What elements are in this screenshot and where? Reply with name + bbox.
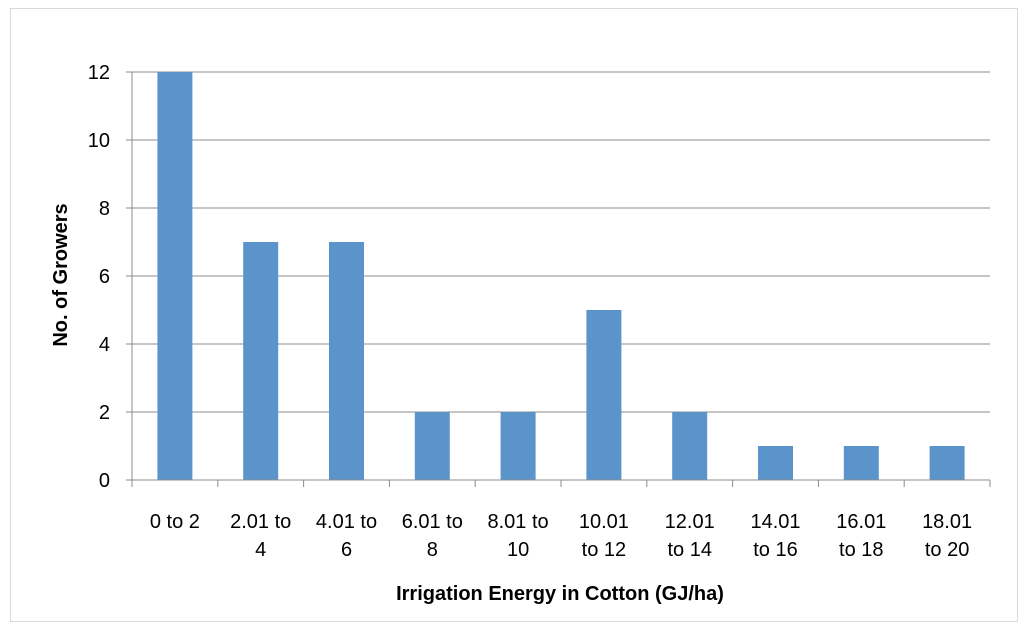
- y-tick-label: 12: [88, 62, 110, 84]
- bar: [843, 446, 879, 480]
- x-tick-label: 4.01 to 6: [316, 511, 377, 561]
- bar: [414, 412, 450, 480]
- bar: [929, 446, 965, 480]
- x-tick-label: 12.01 to 14: [665, 511, 715, 561]
- y-axis-title: No. of Growers: [50, 203, 72, 346]
- bars: [157, 72, 965, 480]
- bar: [758, 446, 793, 480]
- y-tick-label: 6: [99, 266, 110, 288]
- bar: [586, 310, 622, 480]
- y-tick-label: 4: [99, 334, 110, 356]
- y-tick-label: 0: [99, 470, 110, 492]
- x-tick-labels: 0 to 2 2.01 to 4 4.01 to 6 6.01 to 8 8.01 to 10 1…: [150, 511, 972, 561]
- x-axis-title: Irrigation Energy in Cotton (GJ/ha): [396, 583, 724, 605]
- x-tick-label: 10.01 to 12: [579, 511, 629, 561]
- y-tick-labels: 0 2 4 6 8 10 12: [88, 62, 110, 492]
- bar: [500, 412, 536, 480]
- bar: [157, 72, 193, 480]
- x-tick-label: 18.01 to 20: [922, 511, 972, 561]
- bar: [672, 412, 708, 480]
- y-tick-label: 10: [88, 130, 110, 152]
- bar: [243, 242, 279, 480]
- x-tick-label: 6.01 to 8: [402, 511, 463, 561]
- axes: [126, 71, 991, 487]
- bar: [329, 242, 364, 480]
- x-tick-label: 8.01 to 10: [488, 511, 549, 561]
- chart-frame: [10, 8, 1018, 622]
- y-tick-label: 8: [99, 198, 110, 220]
- x-tick-label: 16.01 to 18: [836, 511, 886, 561]
- y-tick-label: 2: [99, 402, 110, 424]
- x-tick-label: 2.01 to 4: [230, 511, 291, 561]
- x-tick-label: 0 to 2: [150, 511, 200, 533]
- x-tick-label: 14.01 to 16: [750, 511, 800, 561]
